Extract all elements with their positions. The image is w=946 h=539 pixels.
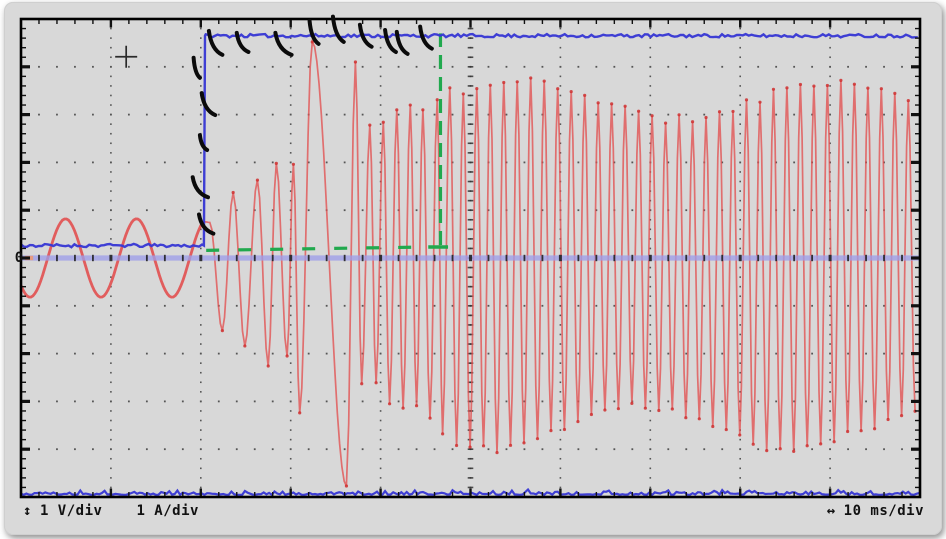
center-axis-ticks bbox=[467, 27, 474, 489]
horizontal-scale-readout: ↔ 10 ms/div bbox=[827, 503, 924, 519]
voltage-trace bbox=[20, 32, 918, 249]
time-per-div-label: 10 ms/div bbox=[843, 503, 924, 519]
reference-trace bbox=[206, 33, 449, 252]
horizontal-scale-arrow-icon: ↔ bbox=[826, 503, 836, 519]
status-bar: ↕ 1 V/div 1 A/div ↔ 10 ms/div bbox=[4, 503, 942, 519]
plot-border bbox=[19, 17, 922, 499]
cursor-cross-icon[interactable] bbox=[115, 45, 138, 68]
amps-per-div-label: 1 A/div bbox=[136, 503, 199, 519]
zero-axis bbox=[21, 254, 920, 262]
vertical-scale-readout: ↕ 1 V/div 1 A/div bbox=[23, 503, 199, 519]
command-dash-trace bbox=[190, 14, 434, 236]
vertical-scale-arrow-icon: ↕ bbox=[23, 503, 32, 519]
zero-level-label: 0 bbox=[14, 250, 24, 266]
volts-per-div-label: 1 V/div bbox=[39, 503, 103, 519]
